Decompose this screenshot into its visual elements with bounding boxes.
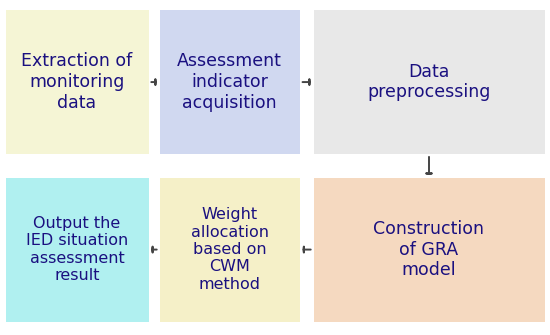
Text: Assessment
indicator
acquisition: Assessment indicator acquisition: [177, 52, 282, 112]
Text: Output the
IED situation
assessment
result: Output the IED situation assessment resu…: [26, 216, 128, 283]
Bar: [314, 10, 544, 154]
Bar: [6, 10, 148, 154]
Bar: [314, 178, 544, 322]
Text: Data
preprocessing: Data preprocessing: [367, 63, 491, 102]
Bar: [6, 178, 148, 322]
Bar: [160, 10, 300, 154]
Text: Extraction of
monitoring
data: Extraction of monitoring data: [21, 52, 133, 112]
Text: Weight
allocation
based on
CWM
method: Weight allocation based on CWM method: [191, 207, 268, 292]
Bar: [160, 178, 300, 322]
Text: Construction
of GRA
model: Construction of GRA model: [373, 220, 485, 279]
